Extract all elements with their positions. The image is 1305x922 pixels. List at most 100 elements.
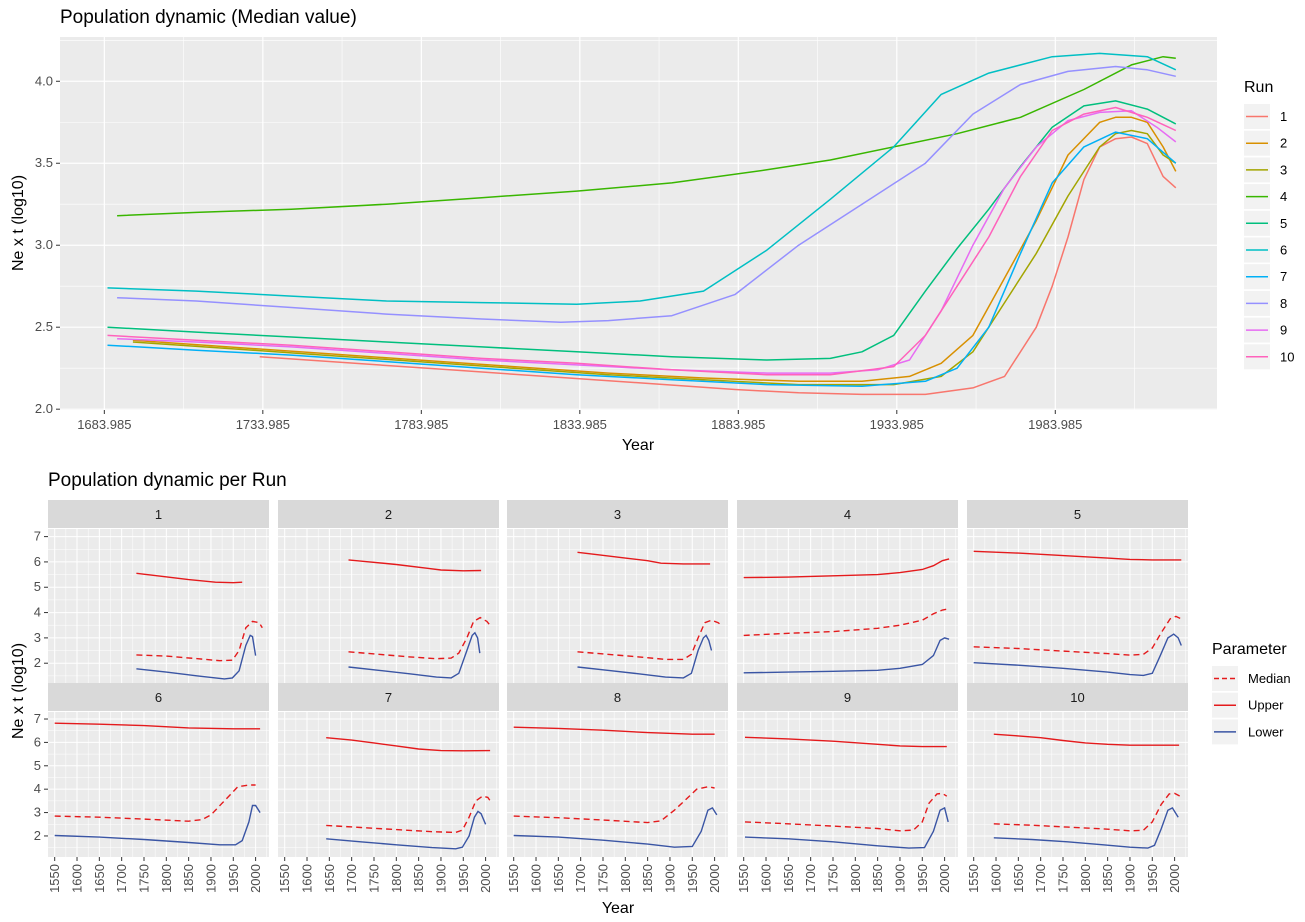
run-legend-label: 3 [1280,162,1287,177]
facet-strip [737,500,958,528]
facet-grid: 1 2 3 4 5 6 7 2 3 4 5 6 2 3 4 5 6 7 1550 1600 1650 1700 1750 18… [34,500,1188,893]
facet-y-tick-label: 6 [34,734,41,749]
upper-line [973,550,1182,561]
median-line [973,615,1182,656]
upper-line [326,737,491,752]
top-x-tick-label: 1833.985 [553,417,607,432]
lower-line [136,634,257,680]
facet-x-tick-label: 1850 [870,864,885,893]
facet-strip-label: 9 [844,690,851,705]
lower-line [348,631,481,679]
run-1-line [259,136,1177,396]
facet-x-tick-label: 1700 [1033,864,1048,893]
facet-x-tick-label: 1900 [1122,864,1137,893]
run-9-line [117,110,1177,374]
top-axes: 1683.985 1733.985 1783.985 1833.985 1883.985… [35,73,1082,432]
facet-x-tick-label: 2000 [248,864,263,893]
facet-y-tick-label: 5 [34,579,41,594]
facet-x-tick-label: 1800 [389,864,404,893]
facet-x-tick-label: 2000 [707,864,722,893]
parameter-legend-label: Lower [1248,724,1284,739]
facet-x-tick-label: 1700 [573,864,588,893]
facet-x-tick-label: 1750 [366,864,381,893]
lower-line [743,637,950,674]
facet-x-tick-label: 1900 [892,864,907,893]
upper-line [54,722,261,730]
top-y-tick-label: 2.0 [35,401,53,416]
run-8-line [117,65,1176,324]
facet-strip-label: 8 [614,690,621,705]
run-5-line [107,100,1177,361]
facet-strip [507,500,728,528]
run-legend-label: 9 [1280,323,1287,338]
facet-y-tick-label: 3 [34,630,41,645]
top-y-axis-label: Ne x t (log10) [10,175,27,271]
top-y-tick-label: 2.5 [35,319,53,334]
facet-strip [48,683,269,711]
lower-line [513,806,718,848]
facet-x-tick-label: 1550 [506,864,521,893]
run-4-line [117,55,1176,217]
facet-strip-label: 5 [1074,507,1081,522]
run-legend-label: 5 [1280,216,1287,231]
facet-x-tick-label: 1750 [136,864,151,893]
facet-panel [278,712,499,857]
facet-y-tick-label: 7 [34,529,41,544]
facet-panel [507,712,728,857]
facet-x-tick-label: 1700 [114,864,129,893]
lower-line [744,806,949,849]
parameter-legend-title: Parameter [1212,641,1287,658]
facet-x-tick-label: 1600 [989,864,1004,893]
facet-x-tick-label: 1550 [736,864,751,893]
median-line [993,792,1181,832]
top-chart: Population dynamic (Median value) 1683.9… [10,7,1294,454]
facet-x-tick-label: 1650 [781,864,796,893]
facet-x-tick-label: 1850 [181,864,196,893]
bottom-x-axis-label: Year [602,900,635,917]
facet-x-tick-label: 1600 [759,864,774,893]
facet-x-tick-label: 1600 [70,864,85,893]
facet-x-tick-label: 1950 [685,864,700,893]
lower-line [577,634,713,679]
facet-strip [967,500,1188,528]
top-y-tick-label: 4.0 [35,73,53,88]
top-y-tick-label: 3.5 [35,155,53,170]
facet-x-tick-label: 1650 [92,864,107,893]
facet-x-tick-label: 1650 [551,864,566,893]
facet-run-2: 2 [278,500,499,686]
facet-x-tick-label: 2000 [478,864,493,893]
run-3-line [132,129,1177,386]
facet-panel [48,529,269,686]
facet-panel [967,712,1188,857]
run-legend-label: 4 [1280,189,1287,204]
facet-x-tick-label: 1700 [803,864,818,893]
facet-x-tick-label: 1550 [966,864,981,893]
facet-strip-label: 10 [1070,690,1084,705]
parameter-legend: Parameter Median Upper Lower [1212,641,1291,745]
facet-run-7: 7 1550 1600 1650 1700 1750 1800 1850 1900 1950 200… [277,683,499,893]
median-line [54,784,256,822]
facet-run-10: 10 1550 1600 1650 1700 1750 1800 1850 1900 1950 20… [966,683,1188,893]
facet-x-tick-label: 1800 [618,864,633,893]
top-plot-panel [60,37,1217,410]
facet-x-tick-label: 1850 [1100,864,1115,893]
lower-line [973,633,1182,677]
median-line [577,619,722,661]
facet-strip [737,683,958,711]
facet-strip-label: 3 [614,507,621,522]
facet-panel [737,529,958,686]
facet-panel [278,529,499,686]
facet-x-tick-label: 1550 [47,864,62,893]
facet-panel [507,529,728,686]
facet-x-tick-label: 1900 [662,864,677,893]
parameter-legend-label: Median [1248,671,1291,686]
facet-x-tick-label: 1800 [159,864,174,893]
facet-x-tick-label: 1850 [411,864,426,893]
facet-y-tick-label: 6 [34,554,41,569]
lower-line [54,804,261,846]
facet-x-tick-label: 1600 [300,864,315,893]
facet-strip-label: 4 [844,507,851,522]
upper-line [743,558,950,579]
facet-run-3: 3 [507,500,728,686]
